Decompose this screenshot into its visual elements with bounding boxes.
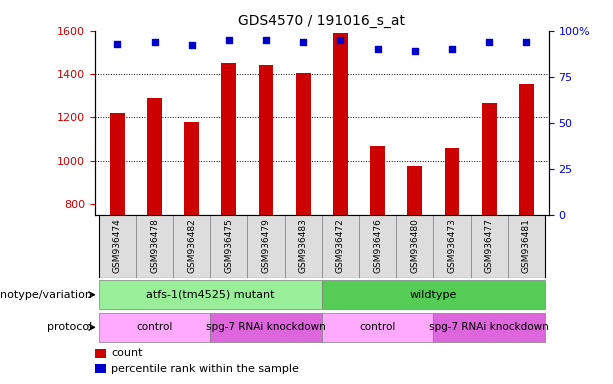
Bar: [110, 113, 125, 215]
Bar: [136, 215, 173, 278]
Bar: [322, 215, 359, 278]
Bar: [210, 313, 322, 342]
Bar: [508, 215, 545, 278]
Bar: [210, 215, 248, 278]
Bar: [296, 73, 311, 215]
Point: [447, 46, 457, 52]
Bar: [185, 122, 199, 215]
Bar: [333, 33, 348, 215]
Text: GSM936473: GSM936473: [447, 218, 457, 273]
Bar: [248, 215, 284, 278]
Text: control: control: [136, 322, 173, 333]
Text: protocol: protocol: [47, 322, 92, 333]
Text: GSM936475: GSM936475: [224, 218, 234, 273]
Text: GSM936479: GSM936479: [262, 218, 270, 273]
Bar: [322, 280, 545, 310]
Point: [410, 48, 420, 54]
Bar: [359, 215, 396, 278]
Bar: [99, 313, 210, 342]
Text: GSM936480: GSM936480: [410, 218, 419, 273]
Text: atfs-1(tm4525) mutant: atfs-1(tm4525) mutant: [146, 290, 275, 300]
Title: GDS4570 / 191016_s_at: GDS4570 / 191016_s_at: [238, 14, 405, 28]
Text: spg-7 RNAi knockdown: spg-7 RNAi knockdown: [429, 322, 549, 333]
Bar: [519, 84, 534, 215]
Text: GSM936472: GSM936472: [336, 218, 345, 273]
Text: GSM936481: GSM936481: [522, 218, 531, 273]
Point: [335, 37, 345, 43]
Text: GSM936476: GSM936476: [373, 218, 382, 273]
Bar: [396, 215, 433, 278]
Point: [484, 39, 494, 45]
Text: GSM936477: GSM936477: [485, 218, 493, 273]
Point: [522, 39, 531, 45]
Bar: [322, 313, 433, 342]
Text: spg-7 RNAi knockdown: spg-7 RNAi knockdown: [206, 322, 326, 333]
Bar: [444, 148, 459, 215]
Bar: [95, 349, 107, 358]
Text: count: count: [111, 348, 142, 358]
Bar: [471, 215, 508, 278]
Text: wildtype: wildtype: [409, 290, 457, 300]
Text: GSM936478: GSM936478: [150, 218, 159, 273]
Bar: [221, 63, 236, 215]
Bar: [259, 65, 273, 215]
Bar: [433, 215, 471, 278]
Bar: [370, 146, 385, 215]
Bar: [95, 364, 107, 373]
Text: percentile rank within the sample: percentile rank within the sample: [111, 364, 299, 374]
Bar: [408, 166, 422, 215]
Text: GSM936482: GSM936482: [187, 218, 196, 273]
Bar: [173, 215, 210, 278]
Point: [299, 39, 308, 45]
Point: [224, 37, 234, 43]
Point: [373, 46, 383, 52]
Bar: [99, 215, 136, 278]
Text: GSM936474: GSM936474: [113, 218, 122, 273]
Point: [112, 41, 122, 47]
Bar: [147, 98, 162, 215]
Text: control: control: [359, 322, 396, 333]
Text: GSM936483: GSM936483: [299, 218, 308, 273]
Bar: [99, 280, 322, 310]
Point: [150, 39, 159, 45]
Point: [261, 37, 271, 43]
Bar: [482, 103, 497, 215]
Point: [187, 42, 197, 48]
Bar: [284, 215, 322, 278]
Bar: [433, 313, 545, 342]
Text: genotype/variation: genotype/variation: [0, 290, 92, 300]
